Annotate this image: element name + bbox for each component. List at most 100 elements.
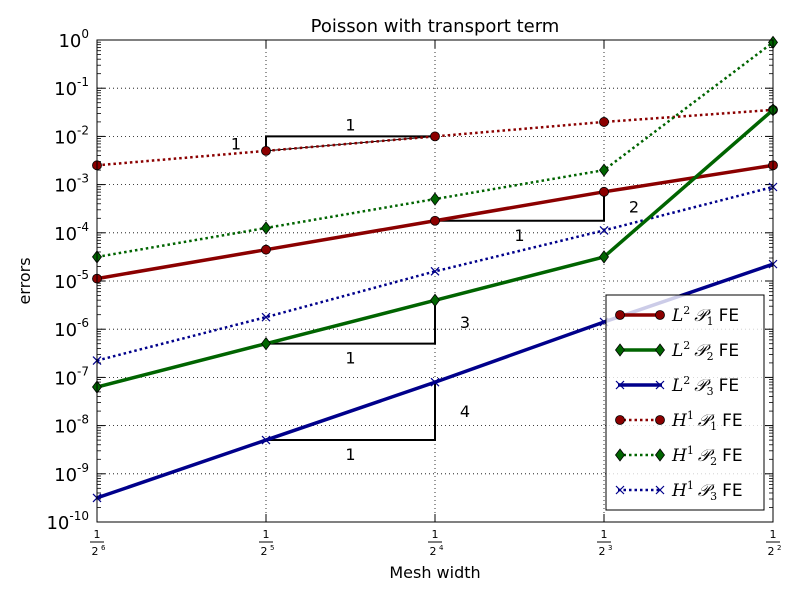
data-point	[430, 131, 440, 142]
data-point	[599, 117, 609, 127]
y-tick-label: 10-2	[54, 123, 89, 148]
x-tick-exponent: 4	[439, 544, 444, 552]
slope-rise-label: 3	[460, 313, 470, 332]
legend-label: L2 𝒫2 FE	[671, 339, 739, 363]
x-tick-label: 1 2 3	[597, 528, 612, 558]
slope-triangle-legs	[435, 191, 605, 222]
x-marker-stroke	[430, 266, 440, 276]
legend-marker	[615, 380, 625, 390]
y-tick-label: 10-7	[54, 364, 89, 389]
x-tick-numerator: 1	[94, 528, 101, 541]
x-tick-denominator: 2	[261, 545, 268, 558]
data-point	[430, 266, 440, 276]
x-tick-denominator: 2	[92, 545, 99, 558]
y-tick-label: 10-4	[54, 220, 89, 245]
data-point	[261, 244, 271, 255]
data-point	[599, 186, 609, 197]
data-point	[430, 215, 440, 226]
legend-marker	[655, 415, 665, 425]
chart-title: Poisson with transport term	[311, 16, 560, 37]
data-point	[261, 312, 271, 322]
legend: L2 𝒫1 FE L2 𝒫2 FE L2 𝒫3 FE H1 𝒫1 FE H1 𝒫2 FE H1 𝒫3 FE	[605, 294, 765, 511]
axis-ticks: 12 612 512 412 312 210010-110-210-310-410-510…	[46, 27, 781, 558]
x-marker-stroke	[599, 225, 609, 235]
x-tick-numerator: 1	[263, 528, 270, 541]
slope-triangle-legs	[266, 382, 436, 442]
legend-marker	[655, 343, 665, 357]
legend-entry: L2 𝒫2 FE	[615, 339, 739, 363]
data-point	[599, 163, 609, 177]
x-axis-label: Mesh width	[389, 563, 480, 582]
slope-run-label: 1	[514, 226, 524, 245]
legend-label: L2 𝒫1 FE	[671, 304, 739, 328]
x-tick-numerator: 1	[432, 528, 439, 541]
legend-marker	[655, 380, 665, 390]
x-tick-exponent: 6	[101, 544, 106, 552]
legend-marker	[615, 415, 625, 425]
series-l2-p1-fe	[92, 160, 778, 284]
legend-entry: H1 𝒫2 FE	[615, 444, 743, 468]
x-marker-stroke	[430, 377, 440, 387]
y-tick-label: 10-3	[54, 172, 89, 197]
y-tick-label: 10-1	[54, 75, 89, 100]
x-tick-label: 1 2 5	[259, 528, 274, 558]
data-point	[430, 192, 440, 206]
legend-marker	[615, 448, 625, 462]
data-point	[599, 250, 609, 264]
data-point	[430, 377, 440, 387]
x-tick-denominator: 2	[768, 545, 775, 558]
x-tick-denominator: 2	[599, 545, 606, 558]
x-tick-exponent: 2	[777, 544, 781, 552]
legend-entry: H1 𝒫3 FE	[615, 479, 743, 503]
y-tick-label: 10-5	[54, 268, 89, 293]
data-point	[261, 221, 271, 235]
x-tick-label: 1 2 4	[428, 528, 444, 558]
data-point	[261, 145, 271, 156]
y-tick-label: 100	[58, 27, 89, 52]
x-marker-stroke	[261, 435, 271, 445]
series-line	[96, 185, 774, 362]
x-tick-exponent: 5	[270, 544, 274, 552]
slope-rise-label: 2	[629, 197, 639, 216]
legend-label: L2 𝒫3 FE	[671, 374, 739, 398]
slope-triangle: 12	[434, 191, 639, 245]
legend-box	[605, 294, 765, 511]
legend-marker	[615, 485, 625, 495]
x-tick-numerator: 1	[770, 528, 777, 541]
slope-triangle: 13	[265, 299, 470, 368]
slope-run-label: 1	[345, 445, 355, 464]
x-marker-stroke	[655, 485, 665, 495]
y-tick-label: 10-9	[54, 461, 89, 486]
legend-marker	[615, 343, 625, 357]
slope-triangle-legs	[266, 300, 436, 345]
slope-triangle: 11	[231, 115, 436, 154]
x-marker-stroke	[615, 485, 625, 495]
legend-marker	[655, 485, 665, 495]
slope-triangle: 14	[265, 381, 470, 464]
y-tick-label: 10-8	[54, 413, 89, 438]
grid	[97, 40, 773, 522]
slope-rise-label: 1	[231, 135, 241, 154]
slope-run-label: 1	[345, 349, 355, 368]
legend-label: H1 𝒫2 FE	[671, 444, 743, 468]
x-tick-label: 12 2	[766, 528, 781, 558]
y-tick-label: 10-10	[46, 509, 89, 534]
data-point	[261, 435, 271, 445]
legend-marker	[655, 310, 665, 320]
legend-label: H1 𝒫1 FE	[671, 409, 743, 433]
x-tick-numerator: 1	[601, 528, 608, 541]
x-tick-label: 1 2 6	[90, 528, 106, 558]
slope-run-label: 1	[345, 115, 355, 134]
x-marker-stroke	[615, 380, 625, 390]
y-tick-label: 10-6	[54, 316, 89, 341]
legend-marker	[655, 448, 665, 462]
x-tick-exponent: 3	[608, 544, 612, 552]
data-point	[261, 336, 271, 351]
data-point	[599, 225, 609, 235]
legend-label: H1 𝒫3 FE	[671, 479, 743, 503]
data-point	[430, 293, 440, 307]
x-marker-stroke	[261, 312, 271, 322]
y-axis-label: errors	[15, 257, 34, 304]
